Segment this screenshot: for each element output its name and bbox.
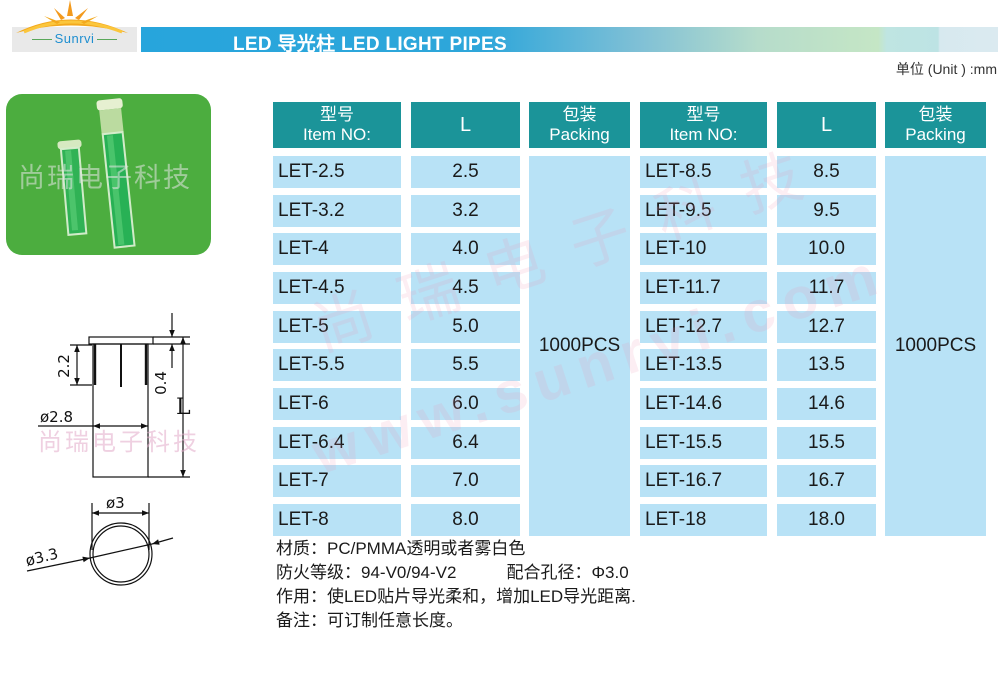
dim-d2-8-label: ø2.8 <box>40 408 73 426</box>
note-fire-rating: 防火等级：94-V0/94-V2 <box>276 563 457 582</box>
packing-cell-right: 1000PCS <box>885 156 986 536</box>
packing-value: 1000PCS <box>894 335 977 356</box>
item-cell: LET-5.5 <box>273 349 401 381</box>
note-function: 作用：使LED贴片导光柔和，增加LED导光距离. <box>276 587 636 606</box>
drawing-watermark: 尚瑞电子科技 <box>38 428 200 456</box>
header-item-no-left: 型号 Item NO: <box>273 102 401 148</box>
length-cell: 16.7 <box>777 465 876 497</box>
header-length-left: L <box>411 102 520 148</box>
note-remark: 备注：可订制任意长度。 <box>276 611 463 630</box>
header-packing-en: Packing <box>905 125 966 144</box>
header-item-cn: 型号 <box>320 105 354 124</box>
spec-notes: 材质：PC/PMMA透明或者雾白色 防火等级：94-V0/94-V2 配合孔径：Φ… <box>276 537 636 633</box>
item-cell: LET-7 <box>273 465 401 497</box>
note-fire-hole: 防火等级：94-V0/94-V2 配合孔径：Φ3.0 <box>276 561 636 585</box>
item-cell: LET-2.5 <box>273 156 401 188</box>
length-cell: 8.0 <box>411 504 520 536</box>
length-cell: 6.4 <box>411 427 520 459</box>
sun-logo-icon <box>16 0 128 34</box>
header-length: L <box>459 114 472 136</box>
item-cell: LET-9.5 <box>640 195 767 227</box>
item-cell: LET-4.5 <box>273 272 401 304</box>
dim-2-2-label: 2.2 <box>55 354 73 378</box>
item-cell: LET-14.6 <box>640 388 767 420</box>
item-cell: LET-10 <box>640 233 767 265</box>
item-cell: LET-8.5 <box>640 156 767 188</box>
item-cell: LET-6 <box>273 388 401 420</box>
length-cell: 5.5 <box>411 349 520 381</box>
length-cell: 13.5 <box>777 349 876 381</box>
length-cell: 14.6 <box>777 388 876 420</box>
logo-text: Sunrvi <box>54 31 95 46</box>
note-hole: 配合孔径：Φ3.0 <box>506 563 629 582</box>
header-length: L <box>820 114 833 136</box>
item-cell: LET-13.5 <box>640 349 767 381</box>
item-cell: LET-18 <box>640 504 767 536</box>
header-item-no-right: 型号 Item NO: <box>640 102 767 148</box>
photo-watermark: 尚瑞电子科技 <box>18 163 192 194</box>
length-cell: 15.5 <box>777 427 876 459</box>
logo-dash-left <box>31 39 52 41</box>
header-packing-en: Packing <box>549 125 610 144</box>
item-cell: LET-11.7 <box>640 272 767 304</box>
length-cell: 7.0 <box>411 465 520 497</box>
dim-l-label: L <box>176 395 191 420</box>
dim-0-4-label: 0.4 <box>152 371 170 395</box>
length-cell: 18.0 <box>777 504 876 536</box>
item-cell: LET-5 <box>273 311 401 343</box>
item-cell: LET-15.5 <box>640 427 767 459</box>
item-cell: LET-8 <box>273 504 401 536</box>
product-photo: 尚瑞电子科技 <box>6 94 211 255</box>
packing-value: 1000PCS <box>538 335 621 356</box>
length-cell: 3.2 <box>411 195 520 227</box>
length-cell: 11.7 <box>777 272 876 304</box>
title-band: LED 导光柱 LED LIGHT PIPES <box>141 27 998 55</box>
page-title: LED 导光柱 LED LIGHT PIPES <box>233 34 507 55</box>
item-cell: LET-12.7 <box>640 311 767 343</box>
logo-dash-right <box>97 39 118 41</box>
header-packing-cn: 包装 <box>918 105 953 124</box>
header-packing-cn: 包装 <box>562 105 597 124</box>
dim-d3-3-label: ø3.3 <box>24 544 60 569</box>
header-item-en: Item NO: <box>669 125 738 144</box>
length-cell: 12.7 <box>777 311 876 343</box>
dimension-drawing: 2.2 0.4 L ø2.8 ø3 ø3.3 <box>24 313 191 586</box>
light-pipe-image-icon <box>57 98 136 249</box>
length-cell: 8.5 <box>777 156 876 188</box>
dim-d3-label: ø3 <box>106 494 125 512</box>
logo: Sunrvi <box>12 31 137 46</box>
header-length-right: L <box>777 102 876 148</box>
header-item-en: Item NO: <box>302 125 371 144</box>
item-cell: LET-16.7 <box>640 465 767 497</box>
length-cell: 9.5 <box>777 195 876 227</box>
item-cell: LET-6.4 <box>273 427 401 459</box>
length-cell: 4.0 <box>411 233 520 265</box>
item-cell: LET-3.2 <box>273 195 401 227</box>
length-cell: 5.0 <box>411 311 520 343</box>
header-item-cn: 型号 <box>686 105 721 124</box>
length-cell: 4.5 <box>411 272 520 304</box>
header-packing-left: 包装 Packing <box>529 102 630 148</box>
item-cell: LET-4 <box>273 233 401 265</box>
packing-cell-left: 1000PCS <box>529 156 630 536</box>
length-cell: 10.0 <box>777 233 876 265</box>
length-cell: 2.5 <box>411 156 520 188</box>
note-material: 材质：PC/PMMA透明或者雾白色 <box>276 539 526 558</box>
header-packing-right: 包装 Packing <box>885 102 986 148</box>
length-cell: 6.0 <box>411 388 520 420</box>
unit-label: 单位 (Unit ) :mm <box>895 61 997 77</box>
